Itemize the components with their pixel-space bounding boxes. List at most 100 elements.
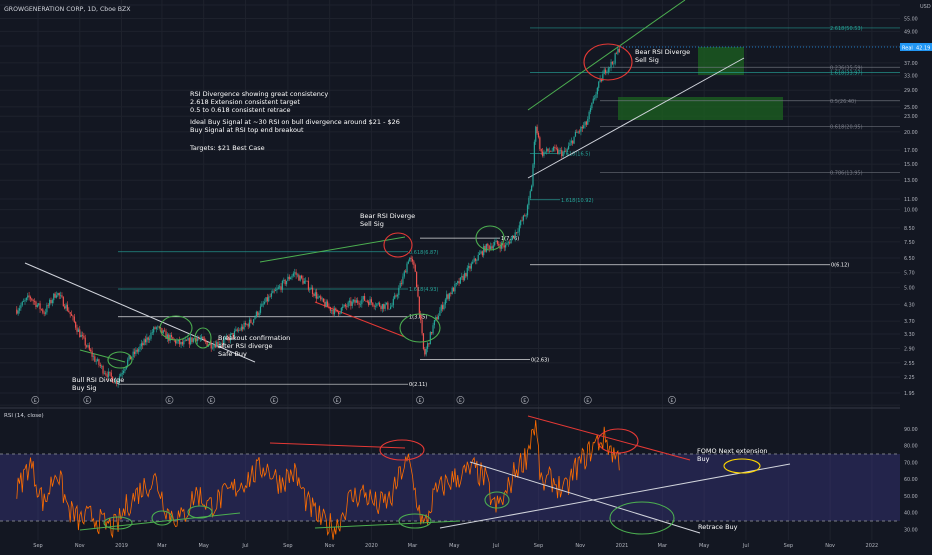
earnings-marker[interactable]	[207, 396, 216, 404]
candle-body	[43, 312, 45, 314]
candle-body	[18, 308, 21, 311]
earnings-marker-label: E	[336, 398, 339, 404]
candle-body	[247, 323, 249, 327]
candle-body	[324, 302, 326, 307]
candle-body	[498, 243, 500, 246]
candle-body	[502, 243, 504, 246]
candle-body	[281, 280, 284, 290]
candle-body	[220, 343, 222, 345]
candle-body	[285, 280, 288, 285]
candle-body	[158, 326, 160, 328]
fib-level-label: 0.618(20.95)	[830, 125, 863, 131]
candle-body	[472, 261, 474, 264]
price-tick-label: 4.30	[904, 302, 915, 308]
price-tick-label: 1.95	[904, 391, 915, 397]
earnings-marker[interactable]	[520, 396, 529, 404]
candle-body	[253, 319, 255, 323]
candle-body	[206, 342, 208, 347]
candle-body	[299, 275, 301, 281]
candle-body	[529, 191, 531, 198]
earnings-marker[interactable]	[583, 396, 592, 404]
candle-body	[444, 299, 446, 305]
highlight-circle	[399, 313, 441, 343]
candle-body	[577, 131, 579, 133]
earnings-marker-label: E	[459, 398, 462, 404]
candle-body	[213, 344, 215, 348]
highlight-circle	[398, 513, 432, 529]
candle-body	[53, 293, 55, 301]
earnings-marker[interactable]	[31, 396, 40, 404]
candle-body	[238, 329, 240, 331]
fib-level-label: 0(2.11)	[409, 382, 427, 388]
candle-body	[477, 254, 479, 261]
rsi-tick-label: 90.00	[904, 427, 918, 433]
candle-body	[101, 365, 103, 367]
time-tick-label: Mar	[408, 543, 418, 549]
candle-body	[192, 338, 195, 342]
candle-body	[280, 286, 282, 290]
candle-body	[54, 293, 56, 298]
candle-body	[138, 349, 140, 352]
candle-body	[347, 302, 349, 307]
candle-body	[33, 301, 36, 302]
annotation-breakout: Breakout confirmation	[218, 334, 290, 342]
time-tick-label: Sep	[33, 543, 42, 549]
earnings-marker[interactable]	[416, 396, 424, 404]
candle-body	[195, 338, 197, 342]
candle-body	[86, 345, 88, 347]
candle-body	[411, 258, 414, 262]
candle-body	[478, 253, 481, 255]
note-line: 2.618 Extension consistent target	[190, 98, 300, 106]
earnings-marker[interactable]	[165, 396, 174, 404]
candle-body	[531, 185, 533, 192]
candle-body	[17, 310, 19, 314]
candle-body	[210, 343, 212, 349]
candle-body	[447, 294, 449, 299]
candle-body	[496, 240, 498, 244]
candle-body	[257, 311, 259, 316]
candle-body	[363, 295, 366, 301]
fib-level-label: 1.618(16.5)	[561, 151, 590, 157]
candle-body	[544, 151, 546, 153]
annotation-bear-mid: Bear RSI Diverge	[360, 212, 415, 220]
candle-body	[361, 299, 363, 305]
candle-body	[72, 315, 74, 317]
earnings-marker[interactable]	[668, 396, 676, 404]
candle-body	[525, 215, 527, 217]
highlight-circle	[103, 516, 133, 530]
candle-body	[321, 298, 323, 300]
candle-body	[42, 309, 44, 313]
fib-level-label: 0.618(6.87)	[409, 250, 438, 256]
earnings-marker[interactable]	[456, 396, 465, 404]
rsi-tick-label: 60.00	[904, 477, 918, 483]
candle-body	[513, 235, 515, 239]
earnings-marker[interactable]	[270, 396, 279, 404]
candle-body	[148, 338, 151, 340]
candle-body	[146, 337, 148, 343]
candle-body	[474, 258, 477, 261]
fib-level-label: 0.236(35.59)	[830, 65, 863, 71]
candle-body	[489, 246, 492, 249]
candle-body	[617, 48, 619, 54]
candle-body	[229, 334, 231, 341]
candle-body	[499, 245, 501, 249]
price-tick-label: 2.90	[904, 347, 915, 353]
candle-body	[387, 302, 389, 309]
candle-body	[410, 257, 412, 259]
candle-body	[302, 278, 304, 284]
candle-body	[92, 356, 95, 357]
earnings-marker[interactable]	[333, 396, 342, 404]
candle-body	[274, 290, 277, 292]
candle-body	[199, 338, 201, 340]
time-tick-label: Jul	[241, 543, 248, 549]
candle-body	[592, 98, 594, 103]
candle-body	[196, 338, 199, 342]
candle-body	[350, 300, 352, 306]
earnings-marker[interactable]	[83, 396, 92, 404]
candle-body	[614, 53, 616, 64]
time-tick-label: May	[699, 543, 709, 549]
candle-body	[520, 220, 522, 226]
candle-body	[183, 340, 185, 345]
